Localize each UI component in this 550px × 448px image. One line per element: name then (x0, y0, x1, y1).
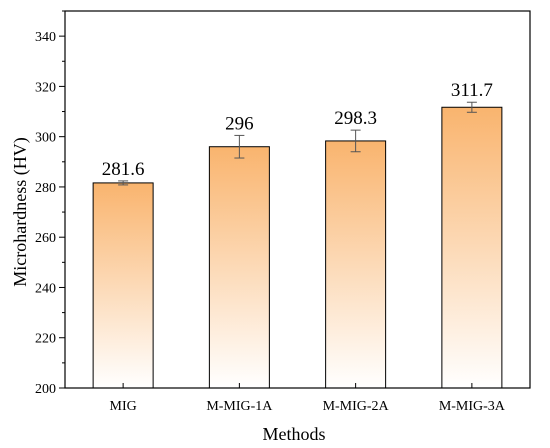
y-tick-label-280: 280 (35, 181, 56, 196)
error-bar-m-mig-1a (234, 134, 245, 159)
y-tick-label-300: 300 (35, 131, 56, 146)
data-label-m-mig-3a: 311.7 (451, 80, 493, 101)
y-tick-label-200: 200 (35, 382, 56, 397)
y-tick-label-240: 240 (35, 281, 56, 296)
bar-m-mig-3a (441, 106, 503, 389)
x-tick-label-mig: MIG (110, 399, 137, 414)
error-bar-mig (118, 180, 129, 186)
data-label-m-mig-2a: 298.3 (334, 108, 377, 129)
y-tick-label-220: 220 (35, 332, 56, 347)
bars-layer (92, 106, 503, 389)
x-tick-label-m-mig-2a: M-MIG-2A (323, 399, 390, 414)
bar-mig (92, 182, 154, 389)
bar-m-mig-2a (325, 140, 387, 389)
data-label-mig: 281.6 (102, 159, 145, 180)
error-bar-m-mig-2a (350, 129, 361, 153)
error-bars-layer (118, 101, 477, 186)
axes-layer: MIG M-MIG-1A M-MIG-2A M-MIG-3A 200 220 240 260 2… (35, 10, 531, 414)
value-labels-layer: 281.6 296 298.3 311.7 (102, 80, 493, 180)
y-axis-label: Microhardness (HV) (10, 137, 31, 286)
x-tick-label-m-mig-3a: M-MIG-3A (439, 399, 506, 414)
y-tick-label-320: 320 (35, 80, 56, 95)
error-bar-m-mig-3a (466, 101, 477, 113)
y-tick-label-260: 260 (35, 231, 56, 246)
data-label-m-mig-1a: 296 (225, 113, 254, 134)
plot-frame (64, 10, 531, 389)
bar-m-mig-1a (208, 146, 270, 389)
y-tick-label-340: 340 (35, 30, 56, 45)
x-axis-label: Methods (263, 424, 326, 444)
x-tick-label-m-mig-1a: M-MIG-1A (206, 399, 273, 414)
